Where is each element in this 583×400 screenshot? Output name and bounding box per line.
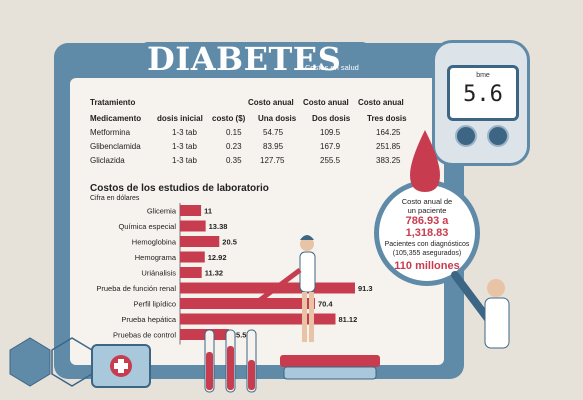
bar — [180, 313, 336, 325]
callout-amount: 1,318.83 — [405, 227, 449, 239]
bar — [180, 205, 202, 216]
table-cell: 167.9 — [320, 142, 341, 151]
value-label: 81.12 — [338, 315, 357, 324]
blood-drop-icon — [410, 130, 440, 192]
glucometer-button-icon — [455, 125, 477, 147]
table-group-header: Costo anual — [303, 98, 349, 107]
hexagon-icon — [51, 337, 93, 387]
title-tab — [140, 42, 370, 78]
table-cell: 0.15 — [226, 128, 242, 137]
table-cell: 83.95 — [263, 142, 284, 151]
value-label: 25.5 — [232, 331, 247, 340]
value-label: 91.3 — [358, 284, 373, 293]
column-header: Medicamento — [90, 114, 142, 123]
table-cell: 1-3 tab — [172, 156, 197, 165]
value-label: 12.92 — [208, 253, 227, 262]
table-cell: 251.85 — [376, 142, 401, 151]
chart-subtitle: Cifra en dólares — [90, 195, 140, 202]
table-cell: 164.25 — [376, 128, 401, 137]
bar — [180, 298, 315, 309]
column-header: Una dosis — [258, 114, 297, 123]
table-cell: 1-3 tab — [172, 142, 197, 151]
chart-title: Costos de los estudios de laboratorio — [90, 183, 269, 194]
table-cell: Gliclazida — [90, 156, 125, 165]
column-header: Tres dosis — [367, 114, 407, 123]
category-label: Uriánalisis — [141, 269, 176, 278]
category-label: Glicemia — [147, 207, 177, 216]
glucometer-reading: 5.6 — [463, 82, 503, 107]
table-cell: Metformina — [90, 128, 131, 137]
bar — [180, 267, 202, 278]
callout-line: (105,355 asegurados) — [392, 250, 462, 257]
table-cell: 0.35 — [226, 156, 242, 165]
value-label: 20.5 — [222, 238, 237, 247]
glucometer-icon: bme 5.6 — [432, 40, 530, 166]
bar — [180, 282, 355, 294]
category-label: Hemograma — [135, 253, 177, 262]
table-cell: 109.5 — [320, 128, 341, 137]
glucometer-button-icon — [487, 125, 509, 147]
doctor-figure-icon — [484, 279, 510, 349]
table-cell: 0.23 — [226, 142, 242, 151]
table-cell: 1-3 tab — [172, 128, 197, 137]
book-icon — [280, 355, 380, 367]
table-group-header: Costo anual — [248, 98, 294, 107]
bar — [180, 251, 205, 263]
table-cell: 127.75 — [260, 156, 285, 165]
category-label: Hemoglobina — [132, 238, 177, 247]
callout-amount: 786.93 a — [405, 215, 449, 227]
bar — [180, 220, 206, 232]
page-subtitle: Costos en salud — [305, 63, 359, 72]
category-label: Química especial — [118, 222, 176, 231]
callout-line: Pacientes con diagnósticos — [384, 241, 470, 248]
bar — [180, 329, 229, 340]
nurse-figure-icon — [258, 235, 316, 342]
book-icon — [283, 366, 377, 380]
category-label: Pruebas de control — [113, 331, 176, 340]
category-label: Prueba de función renal — [96, 284, 176, 293]
value-label: 13.38 — [209, 222, 228, 231]
glucometer-unit: bme — [476, 72, 490, 79]
table-group-header: Costo anual — [358, 98, 404, 107]
table-cell: 383.25 — [376, 156, 401, 165]
bar — [180, 236, 220, 247]
page-title: DIABETES — [147, 40, 342, 78]
annual-cost-callout: Costo anual de un paciente 786.93 a 1,31… — [374, 180, 480, 286]
column-header: dosis inicial — [157, 114, 203, 123]
category-label: Prueba hepática — [121, 315, 176, 324]
table-section-header: Tratamiento — [90, 98, 136, 107]
value-label: 11.32 — [205, 269, 223, 278]
hexagon-icon — [9, 337, 51, 387]
value-label: 70.4 — [318, 300, 333, 309]
table-cell: Glibenclamida — [90, 142, 141, 151]
callout-line: Costo anual de — [401, 197, 453, 206]
callout-amount: 110 millones — [394, 260, 460, 272]
value-label: 11 — [204, 207, 212, 216]
glucometer-screen: bme 5.6 — [447, 65, 519, 121]
table-cell: 54.75 — [263, 128, 284, 137]
category-label: Perfil lipídico — [133, 300, 176, 309]
callout-line: un paciente — [407, 206, 447, 215]
column-header: Dos dosis — [312, 114, 351, 123]
column-header: costo ($) — [212, 114, 246, 123]
table-cell: 255.5 — [320, 156, 341, 165]
